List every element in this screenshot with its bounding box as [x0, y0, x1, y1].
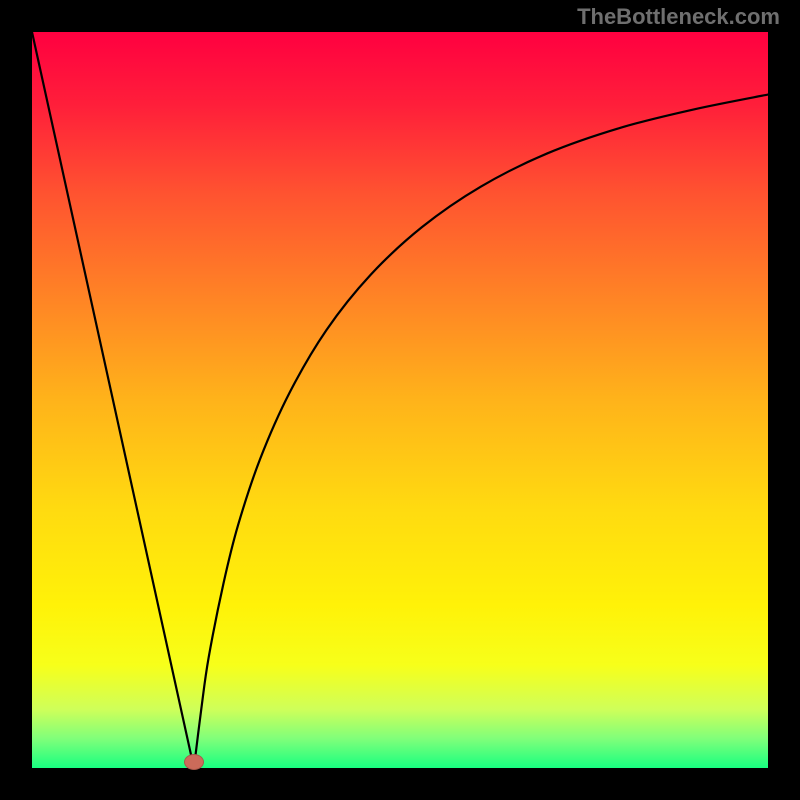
- plot-area: [32, 32, 768, 768]
- bottleneck-curve: [32, 32, 768, 768]
- optimum-marker: [184, 754, 204, 770]
- watermark-text: TheBottleneck.com: [577, 4, 780, 30]
- chart-container: { "meta": { "watermark_text": "TheBottle…: [0, 0, 800, 800]
